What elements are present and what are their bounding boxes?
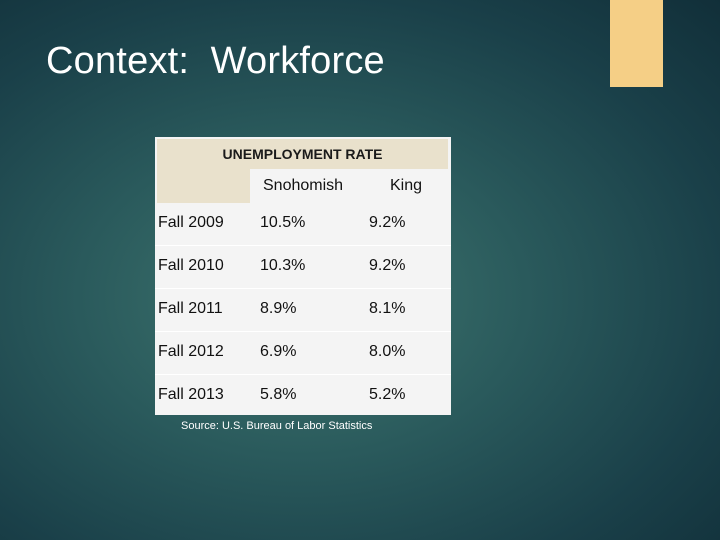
- table-corner-cell: [157, 169, 250, 203]
- king-value: 9.2%: [369, 214, 406, 231]
- snohomish-value: 8.9%: [260, 300, 297, 317]
- table-row: Fall 2012 6.9% 8.0%: [155, 332, 451, 375]
- accent-bar: [610, 0, 663, 87]
- snohomish-value: 5.8%: [260, 386, 297, 403]
- column-header-snohomish: Snohomish: [263, 177, 344, 194]
- snohomish-value: 10.3%: [260, 257, 306, 274]
- table-row: Fall 2010 10.3% 9.2%: [155, 246, 451, 289]
- row-label: Fall 2011: [158, 300, 223, 317]
- row-label: Fall 2010: [158, 257, 224, 274]
- table-row: Fall 2009 10.5% 9.2%: [155, 203, 451, 246]
- king-value: 8.1%: [369, 300, 406, 317]
- unemployment-table: UNEMPLOYMENT RATE Snohomish King Fall 20…: [155, 137, 451, 415]
- snohomish-value: 6.9%: [260, 343, 297, 360]
- king-value: 5.2%: [369, 386, 406, 403]
- king-value: 8.0%: [369, 343, 406, 360]
- row-label: Fall 2013: [158, 386, 224, 403]
- table-header: UNEMPLOYMENT RATE: [157, 139, 448, 169]
- source-note: Source: U.S. Bureau of Labor Statistics: [181, 420, 373, 432]
- row-label: Fall 2012: [158, 343, 224, 360]
- snohomish-value: 10.5%: [260, 214, 306, 231]
- table-row: Fall 2011 8.9% 8.1%: [155, 289, 451, 332]
- table-row: Fall 2013 5.8% 5.2%: [155, 375, 451, 417]
- slide-title: Context: Workforce: [46, 40, 385, 82]
- king-value: 9.2%: [369, 257, 406, 274]
- row-label: Fall 2009: [158, 214, 224, 231]
- column-header-king: King: [390, 177, 423, 194]
